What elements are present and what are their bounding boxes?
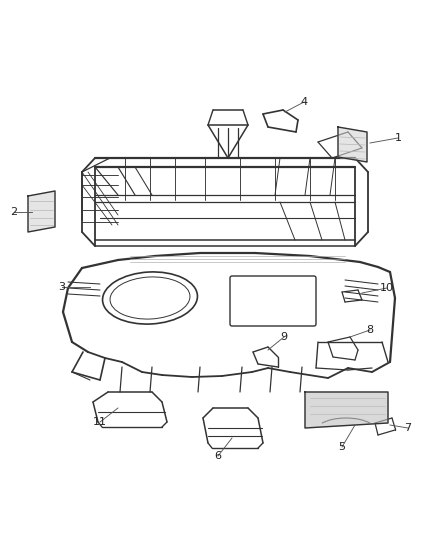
Text: 7: 7 [404, 423, 412, 433]
Text: 1: 1 [395, 133, 402, 143]
Text: 6: 6 [215, 451, 222, 461]
Polygon shape [305, 392, 388, 428]
Polygon shape [338, 127, 367, 162]
Text: 2: 2 [11, 207, 18, 217]
Polygon shape [28, 191, 55, 232]
Text: 8: 8 [367, 325, 374, 335]
Text: 3: 3 [59, 282, 66, 292]
Text: 4: 4 [300, 97, 307, 107]
Text: 5: 5 [339, 442, 346, 452]
Text: 9: 9 [280, 332, 288, 342]
Text: 10: 10 [380, 283, 394, 293]
Text: 11: 11 [93, 417, 107, 427]
